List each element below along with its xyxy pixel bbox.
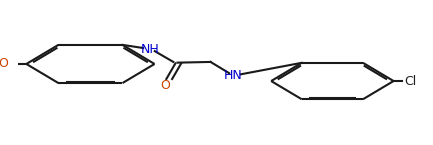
Text: Cl: Cl <box>405 75 417 88</box>
Text: O: O <box>160 79 170 92</box>
Text: HN: HN <box>224 69 242 82</box>
Text: O: O <box>0 57 9 70</box>
Text: NH: NH <box>141 43 160 56</box>
